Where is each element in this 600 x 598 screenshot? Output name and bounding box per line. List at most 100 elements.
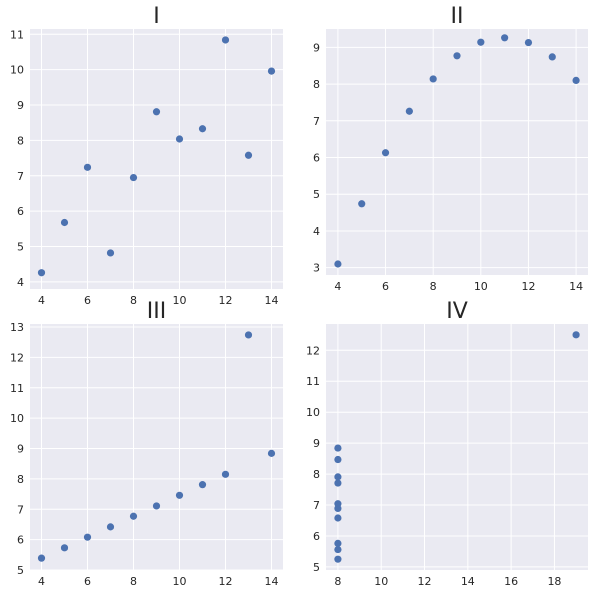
scatter-point [334,514,342,522]
y-tick-label: 10 [10,64,24,77]
panel-I: 4 6 8 10 12 14 4 5 6 7 8 9 10 11 I [10,4,283,307]
scatter-point [175,135,184,143]
y-tick-label: 4 [17,276,24,289]
scatter-point [429,75,437,83]
scatter-point [129,512,138,520]
y-tick-label: 9 [17,99,24,112]
y-tick-label: 4 [313,225,320,238]
y-tick-label: 7 [17,503,24,516]
plot-area [326,324,588,570]
panel-III: 4 6 8 10 12 14 5 6 7 8 9 10 11 12 13 III [10,299,283,588]
y-tick-label: 8 [17,134,24,147]
scatter-point [37,554,46,562]
scatter-point [198,481,207,489]
y-tick-label: 5 [313,188,320,201]
y-tick-label: 6 [17,205,24,218]
scatter-point [548,53,556,61]
y-tick-label: 9 [17,443,24,456]
plot-area [30,324,283,570]
x-tick-label: 10 [173,575,187,588]
y-tick-label: 8 [313,468,320,481]
y-tick-label: 8 [17,473,24,486]
panel-IV: 8 10 12 14 16 18 5 6 7 8 9 10 11 12 IV [306,299,588,588]
chart-title: III [147,299,166,324]
x-tick-label: 14 [569,280,583,293]
x-tick-label: 8 [430,280,437,293]
y-tick-label: 5 [17,241,24,254]
x-tick-label: 8 [334,575,341,588]
scatter-point [334,444,342,452]
scatter-point [244,151,253,159]
x-tick-label: 12 [521,280,535,293]
x-tick-label: 8 [130,294,137,307]
y-tick-label: 9 [313,41,320,54]
scatter-point [334,455,342,464]
scatter-point [37,269,46,277]
x-tick-label: 6 [84,575,91,588]
y-tick-label: 11 [10,28,24,41]
scatter-point [83,533,92,541]
scatter-point [334,500,342,508]
scatter-point [106,249,115,257]
panel-II: 4 6 8 10 12 14 3 4 5 6 7 8 9 II [313,4,588,293]
scatter-point [152,108,161,116]
scatter-point [60,218,69,227]
scatter-point [405,107,413,115]
scatter-point [129,173,138,182]
y-tick-label: 8 [313,78,320,91]
x-tick-label: 6 [382,280,389,293]
scatter-point [334,545,342,554]
scatter-point [334,260,342,268]
scatter-point [152,502,161,510]
scatter-point [572,76,580,85]
plot-area [30,29,283,289]
scatter-point [334,539,342,547]
y-tick-label: 11 [10,382,24,395]
y-tick-label: 5 [17,564,24,577]
x-tick-label: 4 [38,575,45,588]
y-tick-label: 13 [10,321,24,334]
plot-area [326,29,588,275]
chart-title: I [153,4,160,29]
y-tick-label: 7 [313,499,320,512]
scatter-point [453,52,461,60]
scatter-point [83,163,92,171]
y-tick-label: 7 [313,115,320,128]
y-tick-label: 11 [306,375,320,388]
x-tick-label: 12 [219,294,233,307]
scatter-point [334,555,342,563]
x-tick-label: 14 [461,575,475,588]
x-tick-label: 12 [219,575,233,588]
scatter-point [60,544,69,552]
y-tick-label: 10 [10,412,24,425]
scatter-point [267,449,276,457]
y-tick-label: 5 [313,561,320,574]
chart-title: IV [446,299,468,324]
scatter-point [106,523,115,531]
y-tick-label: 10 [306,406,320,419]
x-tick-label: 14 [265,294,279,307]
scatter-point [524,38,533,47]
x-tick-label: 14 [265,575,279,588]
x-tick-label: 10 [474,280,488,293]
scatter-point [334,479,342,487]
x-tick-label: 10 [173,294,187,307]
scatter-point [381,149,390,157]
x-tick-label: 6 [84,294,91,307]
scatter-point [221,470,230,478]
y-tick-label: 6 [17,534,24,547]
y-tick-label: 6 [313,530,320,543]
scatter-point [358,200,366,208]
y-tick-label: 9 [313,437,320,450]
x-tick-label: 16 [504,575,518,588]
x-tick-label: 12 [418,575,432,588]
scatter-point [244,331,253,339]
scatter-point [501,34,509,42]
scatter-point [477,38,485,46]
y-tick-label: 12 [306,344,320,357]
scatter-point [221,36,230,44]
chart-title: II [451,4,464,29]
scatter-point [267,67,276,75]
scatter-point [175,491,184,499]
